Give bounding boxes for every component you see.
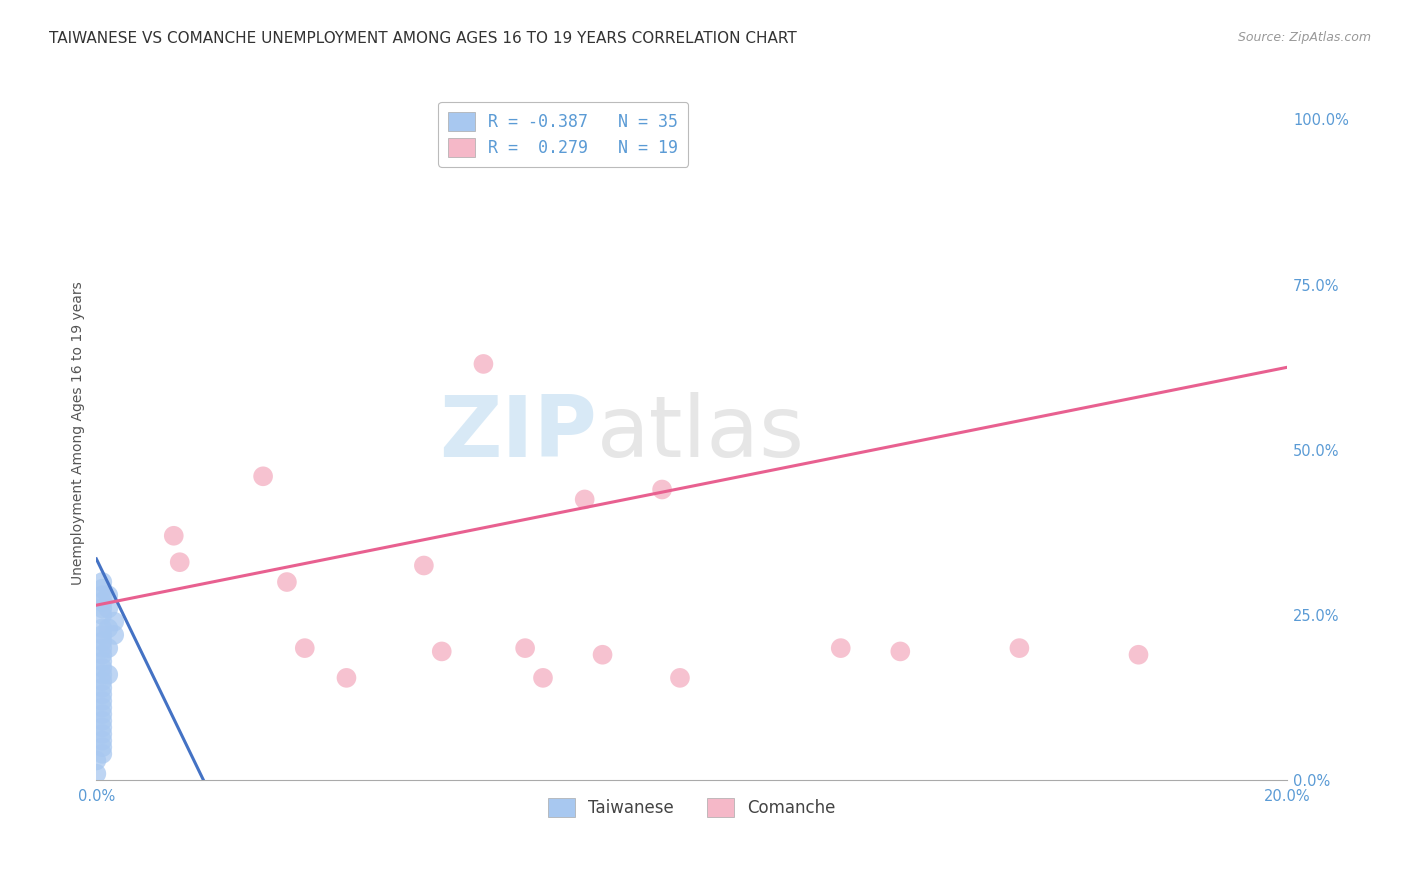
- Point: [91, 601, 114, 615]
- Point: [651, 483, 673, 497]
- Y-axis label: Unemployment Among Ages 16 to 19 years: Unemployment Among Ages 16 to 19 years: [72, 282, 86, 585]
- Point: [91, 634, 114, 648]
- Point: [91, 582, 114, 596]
- Point: [103, 615, 125, 629]
- Point: [103, 628, 125, 642]
- Point: [430, 644, 453, 658]
- Point: [531, 671, 554, 685]
- Point: [91, 661, 114, 675]
- Point: [97, 601, 120, 615]
- Text: atlas: atlas: [596, 392, 804, 475]
- Point: [91, 608, 114, 623]
- Point: [97, 621, 120, 635]
- Point: [412, 558, 434, 573]
- Point: [91, 714, 114, 728]
- Point: [91, 595, 114, 609]
- Point: [91, 575, 114, 590]
- Point: [830, 641, 852, 656]
- Point: [91, 740, 114, 755]
- Point: [91, 674, 114, 689]
- Point: [91, 654, 114, 668]
- Point: [91, 681, 114, 695]
- Point: [91, 694, 114, 708]
- Point: [1008, 641, 1031, 656]
- Point: [86, 766, 108, 780]
- Point: [97, 641, 120, 656]
- Point: [86, 754, 108, 768]
- Point: [472, 357, 495, 371]
- Point: [169, 555, 191, 569]
- Point: [1128, 648, 1150, 662]
- Point: [91, 628, 114, 642]
- Text: ZIP: ZIP: [439, 392, 596, 475]
- Point: [252, 469, 274, 483]
- Point: [97, 588, 120, 602]
- Point: [574, 492, 596, 507]
- Point: [91, 687, 114, 701]
- Text: TAIWANESE VS COMANCHE UNEMPLOYMENT AMONG AGES 16 TO 19 YEARS CORRELATION CHART: TAIWANESE VS COMANCHE UNEMPLOYMENT AMONG…: [49, 31, 797, 46]
- Point: [91, 727, 114, 741]
- Point: [91, 707, 114, 722]
- Point: [91, 667, 114, 681]
- Point: [91, 648, 114, 662]
- Legend: Taiwanese, Comanche: Taiwanese, Comanche: [541, 791, 842, 824]
- Point: [91, 700, 114, 714]
- Point: [91, 621, 114, 635]
- Point: [335, 671, 357, 685]
- Point: [294, 641, 316, 656]
- Text: Source: ZipAtlas.com: Source: ZipAtlas.com: [1237, 31, 1371, 45]
- Point: [513, 641, 536, 656]
- Point: [163, 529, 186, 543]
- Point: [91, 641, 114, 656]
- Point: [592, 648, 614, 662]
- Point: [669, 671, 692, 685]
- Point: [91, 721, 114, 735]
- Point: [91, 588, 114, 602]
- Point: [91, 747, 114, 761]
- Point: [276, 575, 298, 590]
- Point: [97, 667, 120, 681]
- Point: [889, 644, 911, 658]
- Point: [91, 733, 114, 747]
